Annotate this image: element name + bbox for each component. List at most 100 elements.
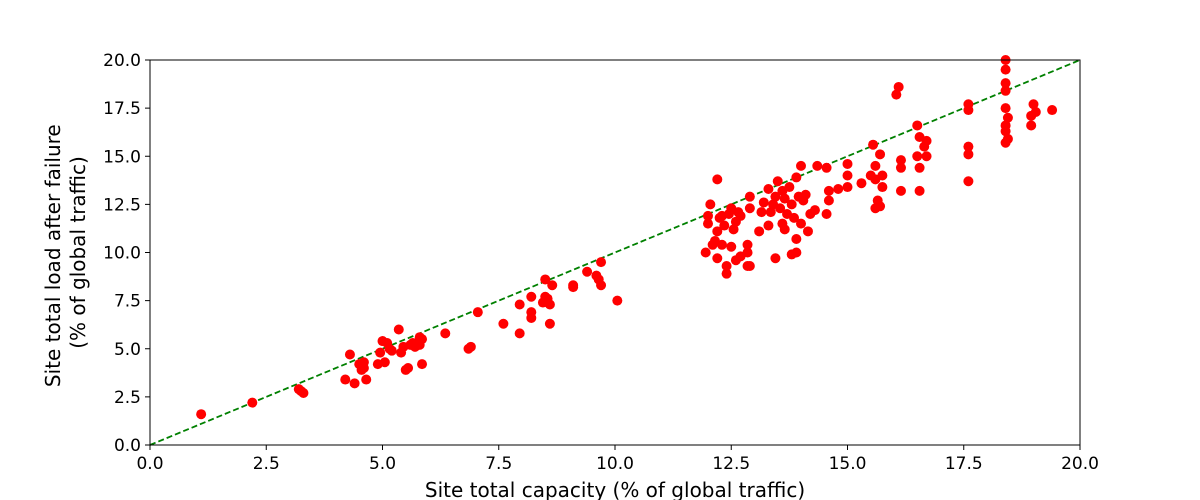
x-tick-label: 5.0 xyxy=(369,454,396,474)
y-tick-label: 20.0 xyxy=(103,51,141,71)
scatter-point xyxy=(414,339,425,350)
scatter-point xyxy=(912,120,923,131)
x-tick-label: 7.5 xyxy=(485,454,512,474)
scatter-point xyxy=(963,176,974,187)
scatter-point xyxy=(742,247,753,258)
scatter-point xyxy=(823,185,834,196)
scatter-point xyxy=(756,207,767,218)
scatter-point xyxy=(340,374,351,385)
scatter-point xyxy=(1002,112,1013,123)
scatter-point xyxy=(728,224,739,235)
y-axis-label-line-1: Site total load after failure xyxy=(41,124,65,387)
scatter-point xyxy=(758,197,769,208)
y-tick-label: 5.0 xyxy=(114,340,141,360)
scatter-point xyxy=(514,328,525,339)
scatter-point xyxy=(1000,78,1011,89)
x-tick-label: 0.0 xyxy=(136,454,163,474)
scatter-point xyxy=(893,81,904,92)
scatter-point xyxy=(705,199,716,210)
scatter-point xyxy=(700,247,711,258)
scatter-point xyxy=(912,151,923,162)
scatter-point xyxy=(712,226,723,237)
scatter-point xyxy=(386,345,397,356)
scatter-point xyxy=(775,203,786,214)
scatter-point xyxy=(1000,103,1011,114)
scatter-point xyxy=(875,201,886,212)
scatter-point xyxy=(440,328,451,339)
reference-line-layer xyxy=(149,59,1081,446)
scatter-point xyxy=(779,193,790,204)
scatter-point xyxy=(786,199,797,210)
scatter-point xyxy=(349,378,360,389)
scatter-point xyxy=(796,160,806,171)
scatter-point xyxy=(344,349,355,360)
scatter-point xyxy=(891,89,902,100)
scatter-point xyxy=(744,203,755,214)
scatter-point xyxy=(809,205,820,216)
scatter-point xyxy=(842,158,853,169)
scatter-point xyxy=(1000,126,1011,137)
scatter-point xyxy=(802,226,813,237)
scatter-point xyxy=(735,210,746,221)
scatter-point xyxy=(712,174,723,185)
y-tick-label: 2.5 xyxy=(114,388,141,408)
scatter-point xyxy=(754,226,765,237)
scatter-point xyxy=(719,220,730,231)
scatter-point xyxy=(770,191,781,202)
x-tick-label: 20.0 xyxy=(1061,454,1099,474)
y-tick-label: 17.5 xyxy=(103,99,141,119)
scatter-point xyxy=(703,210,713,221)
scatter-point xyxy=(721,268,732,279)
scatter-point xyxy=(540,274,551,285)
y-axis-label: Site total load after failure (% of glob… xyxy=(41,118,90,387)
scatter-point xyxy=(526,312,537,323)
scatter-point xyxy=(526,291,537,302)
scatter-point xyxy=(247,397,258,408)
scatter-point xyxy=(544,299,555,310)
plot-area-frame xyxy=(149,59,1081,446)
scatter-point xyxy=(800,189,811,200)
scatter-point xyxy=(498,318,509,329)
scatter-point xyxy=(914,162,925,173)
y-tick-label: 10.0 xyxy=(103,244,141,264)
scatter-point xyxy=(789,212,800,223)
scatter-point xyxy=(744,260,755,271)
y-tick-label: 0.0 xyxy=(114,436,141,456)
scatter-point xyxy=(895,185,906,196)
scatter-point xyxy=(791,247,802,258)
scatter-point xyxy=(403,363,414,373)
scatter-point xyxy=(821,162,832,173)
scatter-point xyxy=(196,409,207,420)
scatter-point xyxy=(547,280,558,291)
scatter-point xyxy=(296,386,307,397)
scatter-point xyxy=(514,299,525,310)
scatter-point xyxy=(417,359,428,370)
scatter-point xyxy=(742,239,753,250)
scatter-point xyxy=(1000,137,1011,148)
diagonal-reference-line xyxy=(149,59,1081,446)
scatter-point xyxy=(721,260,732,271)
scatter-point xyxy=(877,182,888,193)
scatter-point xyxy=(472,307,483,318)
scatter-point xyxy=(765,207,776,218)
scatter-point xyxy=(763,183,774,194)
scatter-point xyxy=(895,155,906,166)
scatter-point xyxy=(842,182,853,193)
scatter-point xyxy=(703,218,713,229)
scatter-point xyxy=(726,241,737,252)
scatter-point xyxy=(379,357,390,368)
scatter-point xyxy=(582,266,593,277)
scatter-point xyxy=(358,357,369,368)
scatter-point xyxy=(1047,105,1058,116)
scatter-point xyxy=(821,209,832,219)
scatter-point xyxy=(772,176,783,187)
x-tick-label: 12.5 xyxy=(712,454,750,474)
scatter-point xyxy=(1030,106,1041,117)
x-tick-label: 15.0 xyxy=(829,454,867,474)
scatter-point xyxy=(465,341,476,352)
scatter-point xyxy=(791,172,802,183)
y-tick-label: 15.0 xyxy=(103,147,141,167)
scatter-point xyxy=(875,149,886,160)
